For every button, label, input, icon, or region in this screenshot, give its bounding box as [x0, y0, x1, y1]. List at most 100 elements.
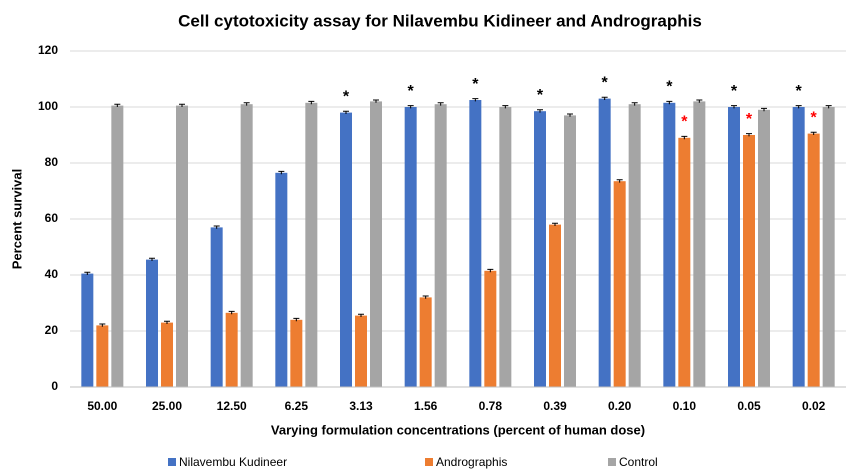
- chart-title: Cell cytotoxicity assay for Nilavembu Ki…: [178, 11, 702, 30]
- x-tick-label: 3.13: [349, 399, 373, 413]
- bar: [598, 98, 611, 387]
- bar: [161, 322, 173, 387]
- x-axis-label: Varying formulation concentrations (perc…: [271, 422, 645, 437]
- error-bar: [761, 107, 767, 112]
- bar: [678, 137, 691, 387]
- error-bar: [243, 102, 250, 106]
- bar: [111, 105, 124, 387]
- bar: [275, 172, 288, 387]
- x-tick-label: 12.50: [217, 399, 247, 413]
- bar: [663, 102, 676, 388]
- bar: [340, 112, 352, 387]
- y-tick-label: 60: [45, 211, 59, 225]
- bar: [792, 107, 805, 387]
- bar: [210, 227, 223, 387]
- error-bar: [552, 222, 558, 226]
- legend-label: Control: [619, 455, 658, 469]
- bar: [693, 101, 706, 388]
- bar: [81, 273, 94, 387]
- error-bar: [164, 320, 170, 324]
- bar: [613, 181, 626, 387]
- error-bar: [437, 102, 444, 106]
- bar: [146, 259, 158, 387]
- error-bar: [616, 179, 623, 183]
- bar: [434, 104, 447, 387]
- error-bar: [278, 170, 285, 175]
- error-bar: [472, 98, 479, 102]
- error-bar: [537, 109, 543, 113]
- bar: [484, 270, 497, 387]
- legend-label: Andrographis: [436, 455, 507, 469]
- error-bar: [731, 105, 737, 109]
- error-bar: [213, 225, 220, 229]
- error-bar: [487, 268, 494, 273]
- bar: [499, 107, 512, 387]
- bar: [807, 133, 820, 387]
- bar: [225, 312, 238, 387]
- bar: [564, 115, 576, 388]
- bar: [628, 104, 641, 387]
- error-bar: [358, 313, 364, 317]
- error-bar: [149, 257, 155, 261]
- x-tick-label: 0.10: [673, 399, 697, 413]
- error-bar: [567, 113, 573, 117]
- bar: [743, 135, 755, 387]
- error-bar: [810, 131, 817, 135]
- error-bar: [631, 102, 638, 106]
- bar: [822, 107, 835, 387]
- y-tick-label: 20: [45, 323, 59, 337]
- legend-swatch: [425, 458, 433, 466]
- bar: [370, 101, 382, 388]
- bar: [758, 109, 770, 388]
- bar: [419, 297, 432, 387]
- error-bar: [696, 99, 703, 103]
- y-tick-label: 0: [51, 379, 58, 393]
- error-bar: [293, 317, 300, 322]
- significance-marker: *: [537, 87, 544, 104]
- bar: [290, 319, 303, 387]
- error-bar: [422, 295, 429, 299]
- error-bar: [99, 323, 106, 327]
- y-tick-label: 120: [38, 43, 58, 57]
- error-bar: [308, 100, 315, 105]
- significance-marker: *: [408, 83, 415, 100]
- y-tick-label: 80: [45, 155, 59, 169]
- error-bar: [228, 310, 235, 315]
- x-tick-label: 0.39: [543, 399, 567, 413]
- legend-swatch: [608, 458, 616, 466]
- legend-label: Nilavembu Kudineer: [179, 455, 287, 469]
- error-bar: [825, 105, 832, 109]
- error-bar: [343, 110, 349, 114]
- y-tick-label: 100: [38, 99, 58, 113]
- significance-marker: *: [602, 74, 609, 91]
- bar: [549, 224, 561, 387]
- bar: [305, 102, 318, 388]
- significance-marker: *: [796, 83, 803, 100]
- x-tick-label: 0.02: [802, 399, 826, 413]
- legend-swatch: [168, 458, 176, 466]
- error-bar: [666, 100, 673, 105]
- significance-marker: *: [666, 79, 673, 96]
- x-tick-label: 0.78: [479, 399, 503, 413]
- x-tick-label: 1.56: [414, 399, 438, 413]
- significance-marker: *: [746, 111, 753, 128]
- x-tick-label: 0.20: [608, 399, 632, 413]
- x-tick-label: 0.05: [737, 399, 761, 413]
- significance-marker: *: [681, 114, 688, 131]
- bar: [240, 104, 253, 387]
- bar: [534, 111, 546, 387]
- bar: [469, 100, 482, 387]
- error-bar: [84, 271, 91, 275]
- error-bar: [373, 99, 379, 103]
- y-axis-label: Percent survival: [9, 169, 24, 269]
- bar: [96, 325, 109, 387]
- error-bar: [681, 135, 688, 140]
- x-tick-label: 25.00: [152, 399, 182, 413]
- error-bar: [179, 103, 185, 107]
- bar: [355, 315, 367, 387]
- bar: [404, 107, 417, 387]
- bar: [728, 107, 740, 387]
- significance-marker: *: [472, 76, 479, 93]
- error-bar: [502, 105, 509, 109]
- error-bar: [746, 133, 752, 137]
